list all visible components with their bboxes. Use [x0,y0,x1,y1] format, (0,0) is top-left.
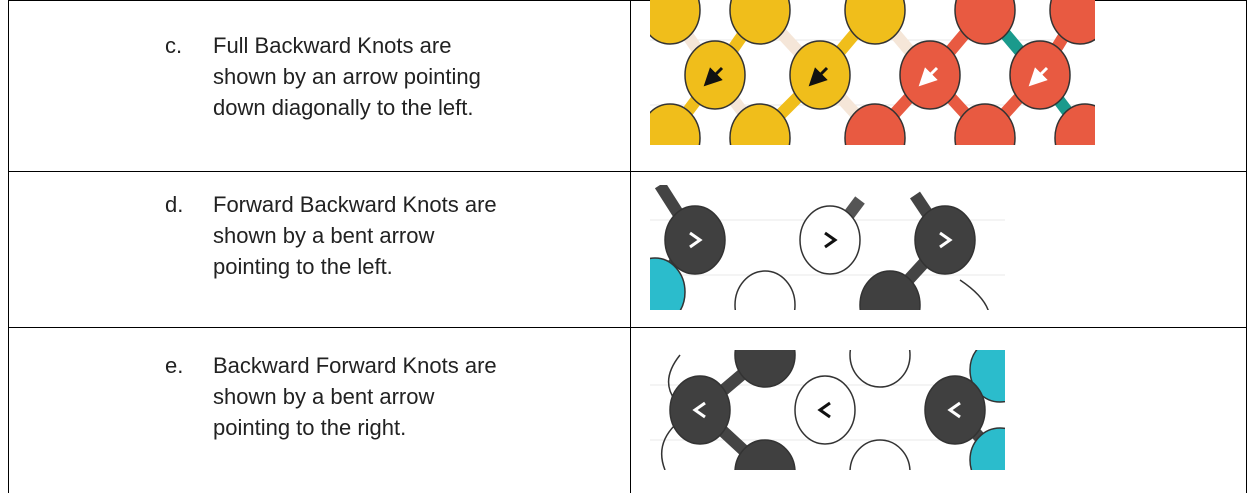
forward-backward-knots-image [650,185,1005,310]
backward-forward-knots-image [650,350,1005,470]
list-marker: e. [165,353,184,378]
text-line: shown by an arrow pointing [213,64,481,89]
text-line: shown by a bent arrow [213,384,435,409]
text-line: pointing to the left. [213,254,393,279]
list-marker: c. [165,33,183,58]
text-line: shown by a bent arrow [213,223,435,248]
table-border [8,327,1247,328]
item-text: Full Backward Knots are shown by an arro… [213,30,481,123]
text-line: pointing to the right. [213,415,407,440]
table-border [8,171,1247,172]
table-border [630,0,631,493]
table-border [8,0,9,493]
text-line: Backward Forward Knots are [213,353,497,378]
text-line: down diagonally to the left. [213,95,474,120]
item-text: Backward Forward Knots are shown by a be… [213,350,497,443]
full-backward-knots-image [650,0,1095,145]
list-marker: d. [165,192,184,217]
table-border [1246,0,1247,493]
text-line: Full Backward Knots are [213,33,452,58]
table-border [8,0,1247,1]
item-text: Forward Backward Knots are shown by a be… [213,189,497,282]
text-line: Forward Backward Knots are [213,192,497,217]
